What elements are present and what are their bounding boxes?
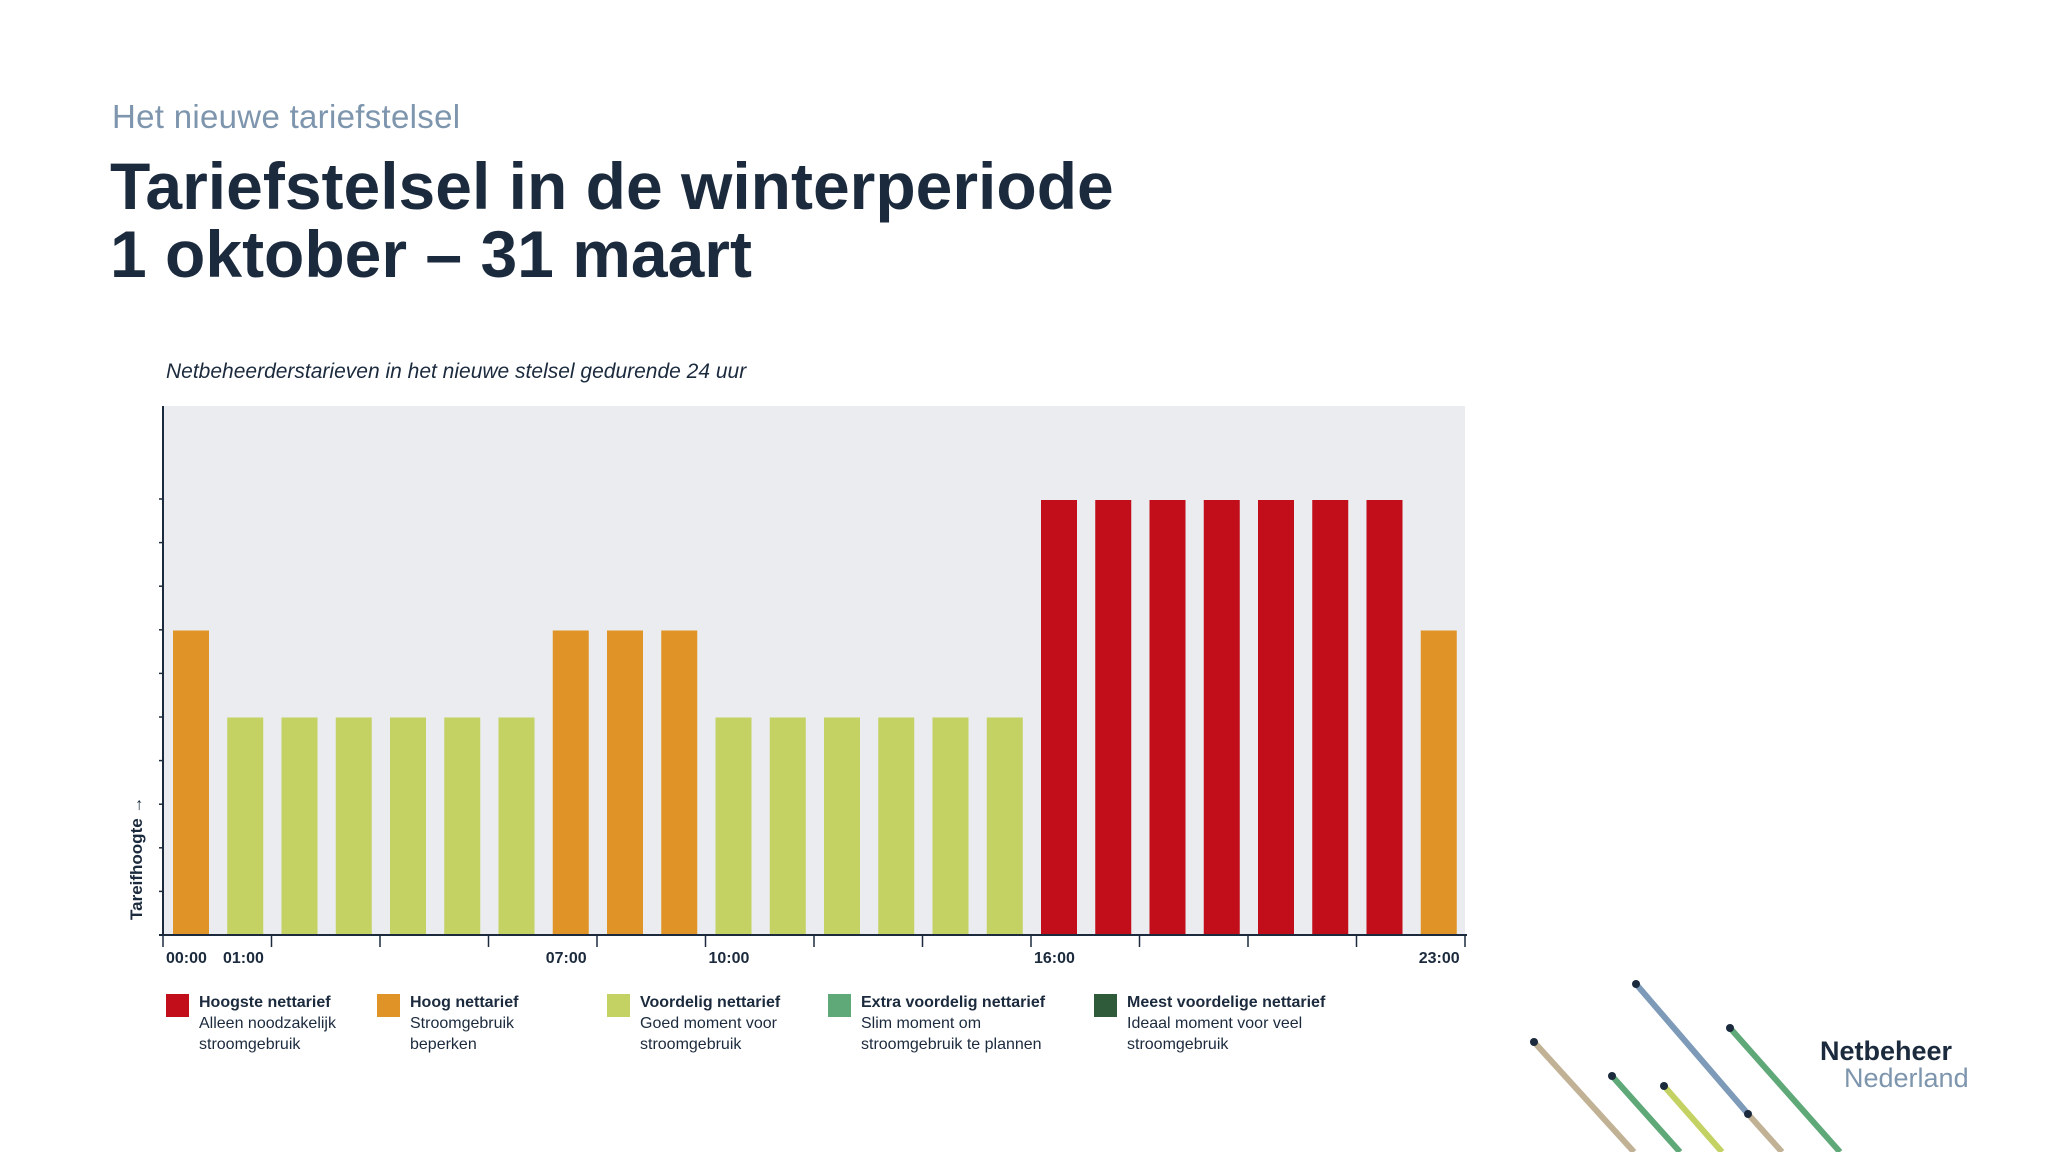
bar-hour-11 bbox=[769, 717, 806, 935]
legend-name: Hoogste nettarief bbox=[199, 994, 331, 1011]
legend-description: Goed moment voor stroomgebruik bbox=[640, 1015, 777, 1053]
legend-description: Slim moment om stroomgebruik te plannen bbox=[861, 1015, 1042, 1053]
legend-name: Hoog nettarief bbox=[410, 994, 519, 1011]
bar-hour-8 bbox=[607, 630, 643, 935]
bar-hour-4 bbox=[390, 717, 426, 935]
deco-line-yellow bbox=[1661, 1084, 1725, 1152]
legend-item-hoog: Hoog nettarief Stroomgebruik beperken bbox=[377, 992, 518, 1055]
bar-hour-10 bbox=[715, 717, 752, 935]
bar-hour-9 bbox=[661, 630, 698, 935]
legend-description: Ideaal moment voor veel stroomgebruik bbox=[1127, 1015, 1303, 1053]
legend-swatch bbox=[1094, 994, 1117, 1017]
x-tick-label: 00:00 bbox=[166, 950, 207, 967]
legend-item-voordelig: Voordelig nettarief Goed moment voor stro… bbox=[607, 992, 780, 1055]
chart-caption: Netbeheerderstarieven in het nieuwe stel… bbox=[166, 360, 747, 383]
x-tick-label: 16:00 bbox=[1034, 950, 1075, 967]
bar-hour-21 bbox=[1312, 500, 1349, 935]
legend-description: Alleen noodzakelijk stroomgebruik bbox=[199, 1015, 336, 1053]
legend-text: Extra voordelig nettarief Slim moment om … bbox=[861, 992, 1045, 1055]
legend-swatch bbox=[166, 994, 189, 1017]
legend-name: Meest voordelige nettarief bbox=[1127, 994, 1326, 1011]
title-line-2: 1 oktober – 31 maart bbox=[110, 217, 752, 291]
x-tick-label: 23:00 bbox=[1419, 950, 1460, 967]
legend-item-extra: Extra voordelig nettarief Slim moment om … bbox=[828, 992, 1045, 1055]
legend-swatch bbox=[607, 994, 630, 1017]
y-axis-label: Tareifhoogte → bbox=[127, 797, 146, 920]
bar-hour-0 bbox=[173, 630, 209, 935]
bar-hour-3 bbox=[335, 717, 372, 935]
x-tick-label: 10:00 bbox=[709, 950, 750, 967]
logo-line-2: Nederland bbox=[1844, 1063, 1969, 1093]
decorative-lines bbox=[1530, 980, 1843, 1152]
bar-hour-1 bbox=[227, 717, 264, 935]
netbeheer-logo: Netbeheer Nederland bbox=[1820, 1038, 1969, 1092]
legend-description: Stroomgebruik beperken bbox=[410, 1015, 515, 1053]
legend-item-hoogste: Hoogste nettarief Alleen noodzakelijk str… bbox=[166, 992, 336, 1055]
legend-swatch bbox=[377, 994, 400, 1017]
bar-hour-16 bbox=[1041, 500, 1077, 935]
deco-dot-5 bbox=[1660, 1082, 1668, 1090]
bar-hour-22 bbox=[1366, 500, 1403, 935]
legend-text: Voordelig nettarief Goed moment voor stro… bbox=[640, 992, 780, 1055]
legend-text: Hoogste nettarief Alleen noodzakelijk str… bbox=[199, 992, 336, 1055]
bar-hour-15 bbox=[986, 717, 1023, 935]
title-line-1: Tariefstelsel in de winterperiode bbox=[110, 149, 1114, 223]
deco-dot-4 bbox=[1608, 1072, 1616, 1080]
bar-hour-5 bbox=[444, 717, 481, 935]
section-kicker: Het nieuwe tariefstelsel bbox=[112, 98, 461, 135]
deco-line-green-2 bbox=[1609, 1073, 1683, 1152]
deco-dot-2 bbox=[1726, 1024, 1734, 1032]
legend-name: Extra voordelig nettarief bbox=[861, 994, 1046, 1011]
page-title: Tariefstelsel in de winterperiode 1 okto… bbox=[110, 152, 1114, 288]
bar-hour-19 bbox=[1203, 500, 1240, 935]
deco-line-green-1 bbox=[1727, 1026, 1843, 1152]
legend-swatch bbox=[828, 994, 851, 1017]
legend-item-meest: Meest voordelige nettarief Ideaal moment … bbox=[1094, 992, 1325, 1055]
legend-text: Meest voordelige nettarief Ideaal moment … bbox=[1127, 992, 1325, 1055]
bar-hour-12 bbox=[824, 717, 860, 935]
x-tick-label: 07:00 bbox=[546, 950, 587, 967]
logo-line-1: Netbeheer bbox=[1820, 1036, 1953, 1066]
plot-area bbox=[163, 406, 1465, 935]
deco-dot-6 bbox=[1744, 1110, 1752, 1118]
deco-dot-3 bbox=[1530, 1038, 1538, 1046]
deco-line-blue bbox=[1633, 981, 1751, 1117]
x-tick-label: 01:00 bbox=[223, 950, 264, 967]
bar-hour-6 bbox=[498, 717, 535, 935]
bar-hour-17 bbox=[1095, 500, 1132, 935]
bar-hour-14 bbox=[932, 717, 969, 935]
deco-line-tan-1 bbox=[1531, 1039, 1637, 1152]
deco-dot-1 bbox=[1632, 980, 1640, 988]
legend-text: Hoog nettarief Stroomgebruik beperken bbox=[410, 992, 518, 1055]
legend-name: Voordelig nettarief bbox=[640, 994, 781, 1011]
deco-line-tan-2 bbox=[1745, 1111, 1785, 1152]
bar-hour-20 bbox=[1258, 500, 1294, 935]
bar-hour-18 bbox=[1149, 500, 1186, 935]
bar-hour-23 bbox=[1420, 630, 1457, 935]
bar-hour-7 bbox=[552, 630, 589, 935]
bar-hour-13 bbox=[878, 717, 915, 935]
bar-hour-2 bbox=[281, 717, 318, 935]
